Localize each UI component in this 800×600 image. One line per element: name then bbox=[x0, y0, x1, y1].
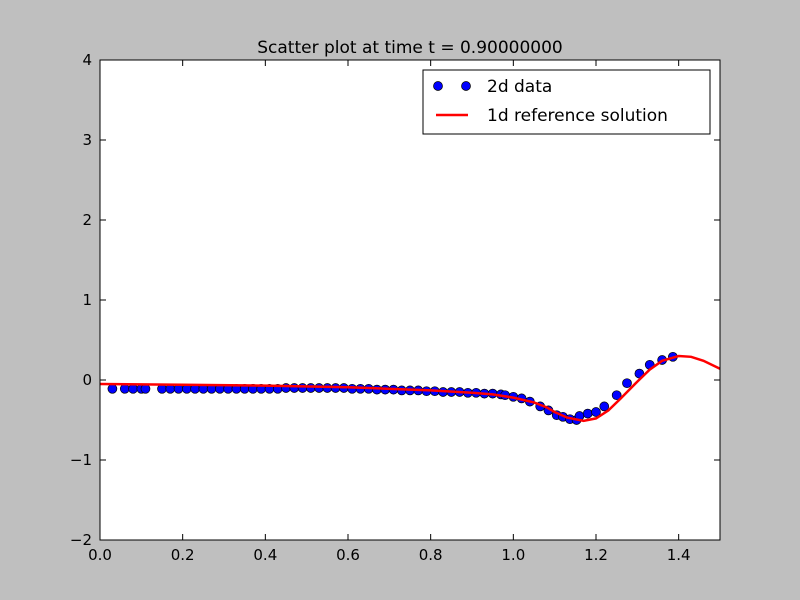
x-tick-label: 1.0 bbox=[501, 546, 525, 564]
plot-marks bbox=[100, 351, 720, 425]
data-point bbox=[599, 401, 610, 412]
legend-marker-2d-data bbox=[433, 81, 443, 91]
data-point bbox=[591, 407, 601, 417]
y-tick-label: 1 bbox=[82, 291, 92, 309]
x-tick-label: 1.2 bbox=[584, 546, 608, 564]
chart-title: Scatter plot at time t = 0.90000000 bbox=[257, 38, 563, 58]
x-tick-label: 0.4 bbox=[253, 546, 277, 564]
data-point bbox=[314, 383, 324, 393]
legend-marker-2d-data bbox=[461, 81, 471, 91]
data-point bbox=[622, 378, 632, 389]
data-point bbox=[611, 390, 622, 401]
plot-frame bbox=[99, 59, 721, 541]
x-tick-label: 1.4 bbox=[667, 546, 691, 564]
data-point bbox=[119, 383, 130, 394]
x-tick-label: 0.0 bbox=[88, 546, 112, 564]
x-tick-label: 0.2 bbox=[171, 546, 195, 564]
data-point bbox=[305, 383, 316, 393]
data-point bbox=[297, 383, 308, 393]
y-tick-label: 4 bbox=[82, 51, 92, 69]
data-point bbox=[107, 383, 118, 394]
legend-label-reference: 1d reference solution bbox=[487, 106, 668, 126]
data-point bbox=[128, 383, 138, 394]
x-tick-label: 0.6 bbox=[336, 546, 360, 564]
data-point bbox=[582, 408, 593, 419]
y-tick-label: 3 bbox=[82, 131, 92, 149]
data-point bbox=[347, 383, 357, 394]
y-tick-label: 0 bbox=[82, 371, 92, 389]
legend-box bbox=[422, 69, 711, 135]
y-tick-label: 2 bbox=[82, 211, 92, 229]
x-tick-label: 0.8 bbox=[419, 546, 443, 564]
legend-label-2d-data: 2d data bbox=[487, 77, 552, 97]
y-tick-label: −2 bbox=[70, 531, 92, 549]
y-tick-label: −1 bbox=[70, 451, 92, 469]
legend: 2d data 1d reference solution bbox=[422, 69, 711, 135]
plot-area bbox=[100, 60, 720, 540]
axes: 0.0 0.2 0.4 0.6 0.8 1.0 1.2 1.4 −2 −1 0 1 2 3 4 bbox=[70, 51, 720, 564]
reference-line bbox=[100, 354, 720, 423]
